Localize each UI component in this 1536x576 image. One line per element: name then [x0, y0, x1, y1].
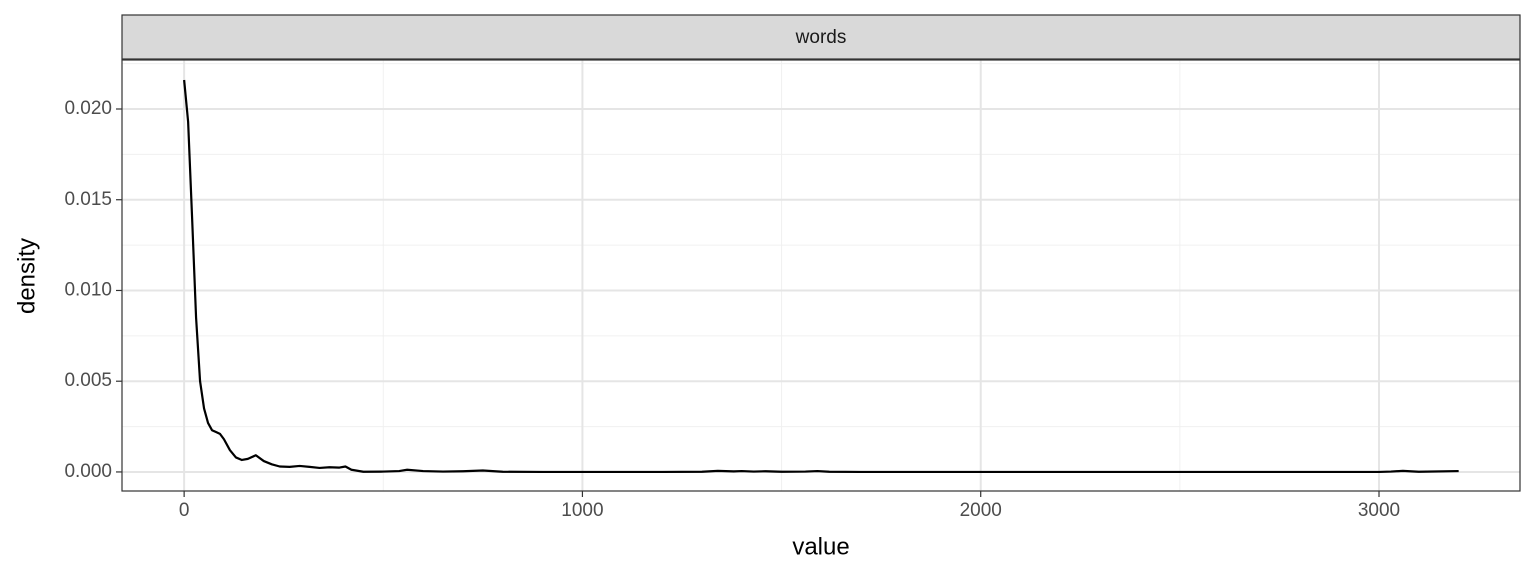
panel-border [121, 59, 1521, 492]
grid [122, 60, 1520, 491]
y-tick-label: 0.010 [64, 279, 112, 300]
facet-label: words [795, 27, 847, 48]
x-tick-label: 1000 [561, 500, 603, 521]
x-tick-label: 3000 [1358, 500, 1400, 521]
y-tick-label: 0.000 [64, 461, 112, 482]
facet-strip [121, 14, 1521, 60]
density-line [183, 79, 1459, 474]
y-tick-label: 0.005 [64, 370, 112, 391]
x-tick-label: 0 [179, 500, 190, 521]
y-axis-title: density [13, 238, 40, 314]
x-axis-title: value [792, 533, 849, 560]
y-tick-label: 0.020 [64, 98, 112, 119]
y-tick-label: 0.015 [64, 189, 112, 210]
plot-area [183, 79, 1459, 474]
x-tick-label: 2000 [960, 500, 1002, 521]
